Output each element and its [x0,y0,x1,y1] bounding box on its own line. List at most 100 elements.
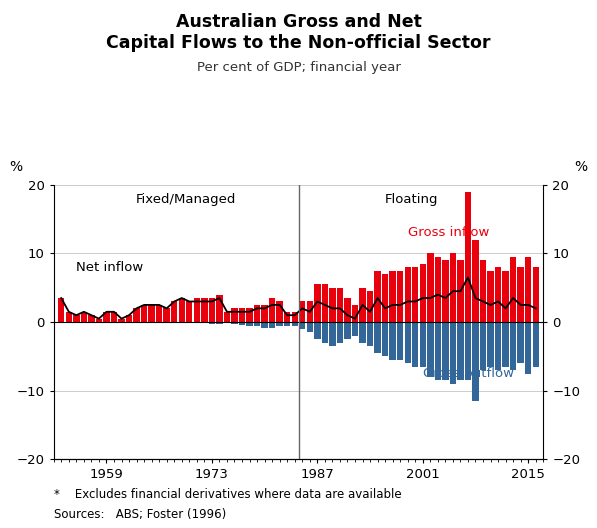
Bar [389,270,396,322]
Bar [480,260,486,322]
Bar [472,240,479,322]
Bar [510,257,516,322]
Bar [405,267,411,322]
Bar [201,322,208,324]
Text: Floating: Floating [384,193,438,206]
Text: Capital Flows to the Non-official Sector: Capital Flows to the Non-official Sector [106,34,491,52]
Bar [224,322,230,324]
Bar [442,322,448,380]
Bar [291,322,298,325]
Bar [149,305,155,322]
Bar [503,270,509,322]
Text: Sources:   ABS; Foster (1996): Sources: ABS; Foster (1996) [54,508,226,521]
Bar [352,322,358,336]
Bar [73,315,79,322]
Bar [111,312,117,322]
Bar [179,298,185,322]
Bar [141,305,147,322]
Bar [344,298,350,322]
Text: %: % [574,160,587,174]
Bar [420,263,426,322]
Bar [322,322,328,343]
Bar [457,260,464,322]
Bar [464,322,471,380]
Bar [374,270,381,322]
Bar [261,322,268,327]
Bar [103,312,110,322]
Bar [503,322,509,366]
Bar [58,298,64,322]
Bar [224,312,230,322]
Bar [420,322,426,366]
Bar [405,322,411,363]
Bar [329,322,336,346]
Bar [171,301,177,322]
Bar [216,295,223,322]
Bar [389,322,396,360]
Bar [209,322,215,324]
Bar [480,322,486,370]
Bar [525,257,531,322]
Text: Australian Gross and Net: Australian Gross and Net [176,13,421,31]
Text: *    Excludes financial derivatives where data are available: * Excludes financial derivatives where d… [54,488,401,502]
Bar [254,322,260,325]
Text: Per cent of GDP; financial year: Per cent of GDP; financial year [196,61,401,74]
Bar [329,288,336,322]
Bar [276,322,283,325]
Bar [382,274,388,322]
Bar [533,322,539,366]
Bar [231,308,238,322]
Bar [307,322,313,333]
Bar [261,305,268,322]
Bar [344,322,350,339]
Bar [164,308,170,322]
Bar [450,253,456,322]
Bar [126,315,133,322]
Bar [374,322,381,353]
Bar [427,253,433,322]
Bar [314,284,321,322]
Bar [412,322,418,366]
Bar [412,267,418,322]
Bar [518,322,524,363]
Bar [284,312,290,322]
Bar [464,192,471,322]
Bar [495,267,501,322]
Bar [367,291,373,322]
Bar [299,322,306,329]
Text: Net inflow: Net inflow [76,261,143,274]
Bar [193,298,200,322]
Bar [472,322,479,401]
Bar [239,308,245,322]
Bar [276,301,283,322]
Bar [525,322,531,374]
Bar [88,315,94,322]
Bar [533,267,539,322]
Bar [314,322,321,339]
Bar [442,260,448,322]
Bar [209,298,215,322]
Text: Gross inflow: Gross inflow [408,227,489,239]
Bar [118,318,125,322]
Bar [269,322,275,327]
Bar [495,322,501,370]
Bar [254,305,260,322]
Bar [359,288,366,322]
Bar [450,322,456,384]
Bar [216,322,223,324]
Bar [397,322,404,360]
Bar [133,308,140,322]
Bar [284,322,290,325]
Bar [457,322,464,380]
Bar [487,322,494,366]
Bar [337,322,343,343]
Text: Fixed/Managed: Fixed/Managed [136,193,236,206]
Bar [352,305,358,322]
Bar [322,284,328,322]
Bar [247,322,253,325]
Bar [291,312,298,322]
Bar [156,305,162,322]
Bar [239,322,245,325]
Bar [231,322,238,324]
Bar [435,322,441,380]
